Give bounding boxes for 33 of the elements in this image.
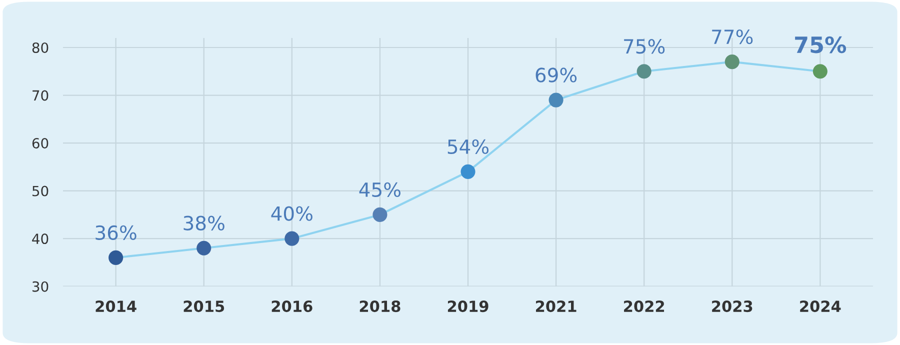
y-tick-label: 40 — [32, 234, 48, 244]
y-tick-label: 50 — [32, 186, 48, 196]
data-label: 75% — [624, 39, 665, 54]
point — [724, 54, 740, 70]
data-label: 40% — [271, 206, 312, 221]
x-tick-label: 2024 — [800, 300, 841, 312]
data-label: 69% — [536, 68, 577, 82]
x-tick-label: 2014 — [96, 300, 136, 312]
x-tick-label: 2018 — [360, 300, 400, 312]
x-tick-label: 2016 — [272, 300, 312, 312]
point — [372, 207, 388, 222]
data-label: 54% — [448, 139, 489, 154]
point — [196, 240, 212, 256]
data-label: 45% — [359, 182, 400, 198]
y-tick-label: 70 — [32, 90, 48, 101]
x-tick-label: 2019 — [448, 300, 488, 312]
data-label: 77% — [712, 29, 753, 44]
point — [284, 231, 300, 246]
data-label: 75% — [795, 36, 846, 54]
x-tick-label: 2023 — [712, 300, 752, 312]
point — [548, 92, 564, 108]
y-tick-label: 80 — [32, 42, 48, 53]
x-tick-label: 2022 — [624, 300, 664, 312]
point — [812, 64, 828, 79]
data-label: 36% — [96, 225, 136, 240]
point — [460, 164, 476, 179]
y-tick-label: 30 — [32, 281, 48, 292]
point — [636, 64, 652, 79]
x-tick-label: 2021 — [536, 300, 576, 312]
data-label: 38% — [184, 216, 224, 230]
point — [108, 250, 124, 265]
y-tick-label: 60 — [32, 138, 48, 149]
x-tick-label: 2015 — [184, 300, 224, 312]
